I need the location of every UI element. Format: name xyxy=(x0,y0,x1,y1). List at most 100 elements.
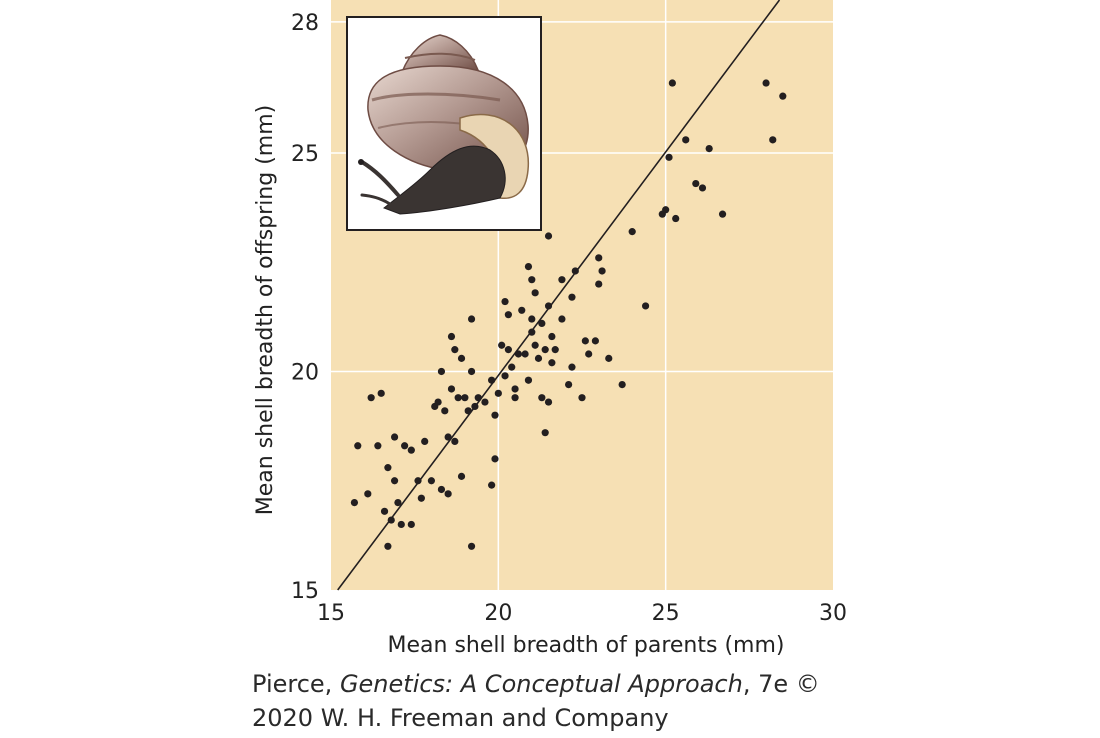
data-point xyxy=(565,380,573,389)
data-point xyxy=(762,79,770,87)
data-point xyxy=(692,179,700,188)
data-point xyxy=(414,477,422,485)
x-tick-label: 25 xyxy=(652,601,680,626)
data-point xyxy=(769,136,777,144)
data-point xyxy=(511,394,519,402)
data-point xyxy=(668,79,676,87)
data-point xyxy=(457,354,466,362)
data-point xyxy=(447,385,456,393)
data-point xyxy=(544,302,553,310)
x-tick-label: 30 xyxy=(819,601,847,626)
data-point xyxy=(350,498,359,507)
data-point xyxy=(501,372,509,380)
data-point xyxy=(534,354,543,362)
data-point xyxy=(504,346,512,354)
data-point xyxy=(672,214,680,223)
data-point xyxy=(498,341,506,349)
data-point xyxy=(705,144,713,153)
data-point xyxy=(501,297,509,306)
data-point xyxy=(354,442,362,450)
data-point xyxy=(377,389,385,397)
data-point xyxy=(628,228,636,236)
data-point xyxy=(598,267,606,275)
regression-line xyxy=(337,0,781,591)
data-point xyxy=(511,385,519,393)
data-point xyxy=(544,232,553,240)
y-tick-label: 15 xyxy=(291,579,319,604)
data-point xyxy=(444,490,452,498)
data-point xyxy=(437,485,446,494)
data-point xyxy=(384,464,392,472)
data-point xyxy=(407,520,415,529)
data-point xyxy=(548,359,556,367)
data-point xyxy=(531,341,539,349)
y-tick-label: 25 xyxy=(291,142,319,167)
data-point xyxy=(524,262,533,271)
data-point xyxy=(541,429,549,437)
data-point xyxy=(447,332,456,341)
data-point xyxy=(390,477,399,485)
data-point xyxy=(595,280,603,288)
data-point xyxy=(384,542,392,550)
data-point xyxy=(488,481,496,489)
data-point xyxy=(407,446,415,454)
credit-line-1: Pierce, Genetics: A Conceptual Approach,… xyxy=(252,670,820,698)
data-point xyxy=(528,315,536,323)
data-point xyxy=(568,363,576,371)
credit-book-title: Genetics: A Conceptual Approach xyxy=(339,670,743,698)
data-point xyxy=(518,306,526,314)
y-tick-label: 28 xyxy=(291,11,319,36)
data-point xyxy=(544,398,553,406)
data-point xyxy=(491,455,499,463)
data-point xyxy=(364,490,372,498)
x-axis-label: Mean shell breadth of parents (mm) xyxy=(388,633,785,658)
data-point xyxy=(641,302,650,310)
data-point xyxy=(558,315,566,323)
y-tick-label: 20 xyxy=(291,360,319,385)
data-point xyxy=(521,350,529,358)
credit-edition: , 7e © xyxy=(742,670,820,698)
data-point xyxy=(538,319,546,328)
tick-labels: 15 20 25 30 15 20 25 28 xyxy=(291,11,847,626)
data-point xyxy=(380,507,389,515)
data-point xyxy=(467,367,476,376)
data-points xyxy=(350,79,787,550)
data-point xyxy=(451,346,459,354)
y-axis-label: Mean shell breadth of offspring (mm) xyxy=(253,105,278,516)
data-point xyxy=(491,411,499,419)
x-tick-label: 15 xyxy=(317,601,345,626)
snail-icon xyxy=(358,34,530,215)
data-point xyxy=(591,337,599,345)
data-point xyxy=(367,394,375,402)
data-point xyxy=(461,394,469,402)
data-point xyxy=(665,153,673,161)
x-tick-label: 20 xyxy=(484,601,512,626)
data-point xyxy=(531,289,539,297)
credit-line-2: 2020 W. H. Freeman and Company xyxy=(252,704,669,732)
data-point xyxy=(528,276,536,284)
data-point xyxy=(718,210,727,218)
data-point xyxy=(374,442,382,450)
data-point xyxy=(524,376,533,384)
data-point xyxy=(457,472,466,480)
data-point xyxy=(595,254,603,262)
data-point xyxy=(467,315,476,323)
snail-inset xyxy=(346,16,542,231)
data-point xyxy=(454,394,462,402)
data-point xyxy=(568,293,576,301)
data-point xyxy=(538,394,546,402)
data-point xyxy=(779,92,787,100)
data-point xyxy=(698,184,707,192)
data-point xyxy=(417,494,425,502)
data-point xyxy=(427,477,435,485)
data-point xyxy=(662,206,670,214)
data-point xyxy=(434,398,442,406)
data-point xyxy=(605,354,613,362)
data-point xyxy=(682,136,690,144)
data-point xyxy=(548,332,556,341)
data-point xyxy=(618,380,626,389)
data-point xyxy=(581,337,589,345)
data-point xyxy=(397,520,405,529)
data-point xyxy=(451,437,459,446)
